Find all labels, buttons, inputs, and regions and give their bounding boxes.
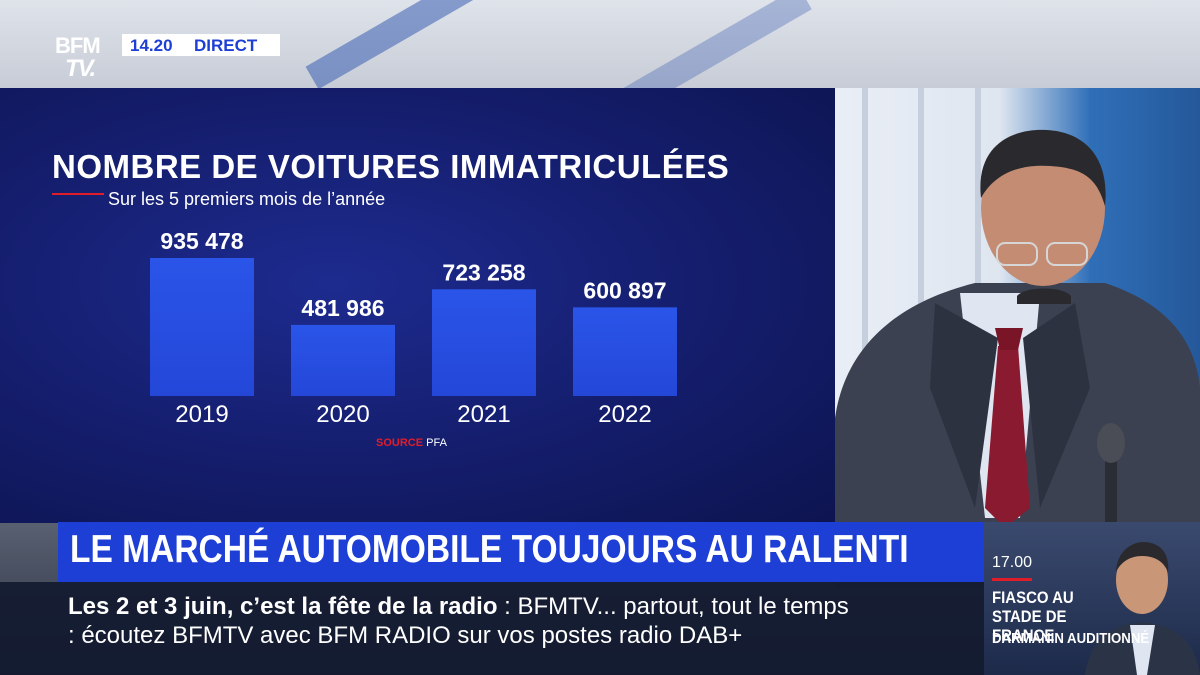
category-label-2021: 2021 [457, 401, 510, 428]
logo-tv-text: TV. [65, 55, 96, 82]
wall-stripe [862, 88, 868, 528]
bar-2021 [432, 289, 536, 396]
chart-subtitle: Sur les 5 premiers mois de l’année [108, 189, 386, 209]
ticker-bar [0, 582, 984, 675]
ticker-line-1-rest: : BFMTV... partout, tout le temps [497, 593, 849, 620]
guest-portrait [1085, 542, 1200, 675]
value-label-2020: 481 986 [301, 295, 384, 321]
chart-title: NOMBRE DE VOITURES IMMATRICULÉES [52, 148, 730, 185]
category-label-2020: 2020 [316, 401, 369, 428]
category-label-2019: 2019 [175, 401, 228, 428]
chart-source: SOURCE PFA [376, 437, 447, 449]
live-time: 14.20 [130, 36, 173, 55]
next-programme-title: FIASCO AU STADE DE FRANCE [992, 588, 1074, 645]
headline-bar [58, 522, 984, 582]
value-label-2019: 935 478 [160, 228, 243, 254]
bar-chart: 935 478 2019 481 986 2020 723 258 2021 600 897… [150, 228, 677, 428]
bfmtv-logo: BFM TV. [55, 33, 115, 83]
category-label-2022: 2022 [598, 401, 651, 428]
bar-2022 [573, 307, 677, 396]
ticker-line-1: Les 2 et 3 juin, c’est la fête de la rad… [68, 593, 849, 621]
title-accent-rule [52, 193, 104, 195]
next-programme-subtitle: DARMANIN AUDITIONNÉ [992, 630, 1150, 647]
next-programme-time: 17.00 [992, 554, 1033, 571]
ticker-line-2: : écoutez BFMTV avec BFM RADIO sur vos p… [68, 622, 743, 649]
logo-bfm-text: BFM [55, 33, 101, 58]
source-word: SOURCE [376, 437, 424, 449]
chart-panel [0, 88, 835, 523]
next-programme-rule [992, 578, 1032, 581]
value-label-2021: 723 258 [442, 259, 525, 285]
source-name: PFA [426, 437, 447, 449]
live-label: DIRECT [194, 36, 258, 55]
bar-2019 [150, 258, 254, 396]
headline-text: LE MARCHÉ AUTOMOBILE TOUJOURS AU RALENTI [70, 528, 909, 571]
value-label-2022: 600 897 [583, 277, 666, 303]
live-indicator: 14.20 DIRECT [122, 34, 280, 56]
presenter-figure [835, 129, 1200, 588]
bar-2020 [291, 324, 395, 396]
ticker-line-1-bold: Les 2 et 3 juin, c’est la fête de la rad… [68, 593, 498, 620]
